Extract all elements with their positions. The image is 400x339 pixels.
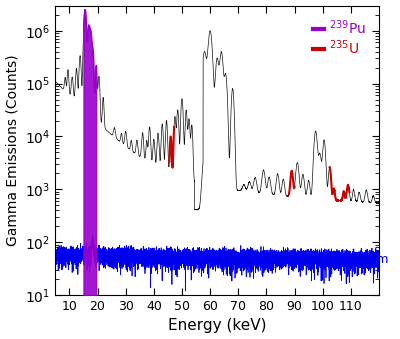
Legend: $^{239}$Pu, $^{235}$U: $^{239}$Pu, $^{235}$U: [307, 13, 372, 63]
X-axis label: Energy (keV): Energy (keV): [168, 318, 266, 334]
Text: Background Spectrum: Background Spectrum: [250, 253, 389, 266]
Y-axis label: Gamma Emissions (Counts): Gamma Emissions (Counts): [6, 55, 20, 246]
